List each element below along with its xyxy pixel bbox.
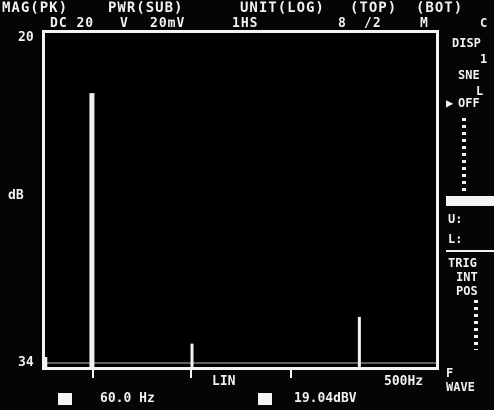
- marker-level: 19.04dBV: [294, 391, 357, 406]
- trig-scale-column: [474, 300, 478, 350]
- spectrum-plot: [42, 30, 439, 370]
- header-unit: UNIT(LOG): [240, 0, 325, 16]
- softkey-item1: 1: [480, 52, 488, 66]
- header-v: V: [120, 16, 129, 31]
- header-8: 8: [338, 16, 347, 31]
- header-hs: 1HS: [232, 16, 259, 31]
- softkey-off[interactable]: OFF: [458, 96, 480, 110]
- marker-frequency: 60.0 Hz: [100, 391, 155, 406]
- softkey-wave[interactable]: WAVE: [446, 380, 475, 394]
- lower-limit-label: L:: [448, 232, 463, 246]
- header-top: (TOP): [350, 0, 398, 16]
- softkey-f[interactable]: F: [446, 366, 454, 380]
- divider: [446, 250, 494, 252]
- scale-column: [462, 118, 466, 194]
- y-bottom-label: 34: [18, 355, 34, 370]
- spectrum-peak: [45, 356, 48, 367]
- x-tick: [190, 370, 192, 378]
- marker-freq-icon: [58, 393, 72, 405]
- x-mode-label: LIN: [212, 374, 236, 389]
- softkey-selected-arrow-icon: ▶: [446, 96, 454, 110]
- marker-level-icon: [258, 393, 272, 405]
- softkey-disp[interactable]: DISP: [452, 36, 481, 50]
- y-top-label: 20: [18, 30, 34, 45]
- softkey-trig[interactable]: TRIG: [448, 256, 477, 270]
- x-tick: [290, 370, 292, 378]
- header-div: /2: [364, 16, 382, 31]
- header-dc: DC 20: [50, 16, 95, 31]
- right-top-char: C: [480, 16, 488, 30]
- header-bot: (BOT): [416, 0, 464, 16]
- spectrum-peak: [190, 343, 194, 367]
- softkey-sne[interactable]: SNE: [458, 68, 480, 82]
- softkey-l: L: [476, 84, 484, 98]
- header-m: M: [420, 16, 429, 31]
- header-range: 20mV: [150, 16, 186, 31]
- header-mag: MAG(PK): [2, 0, 69, 16]
- spectrum-peak: [89, 93, 95, 367]
- upper-limit-label: U:: [448, 212, 463, 226]
- spectrum-peak: [357, 316, 361, 367]
- softkey-highlight-bar[interactable]: [446, 196, 494, 206]
- x-end-label: 500Hz: [384, 374, 424, 389]
- y-axis-label: dB: [8, 188, 24, 203]
- header-pwr: PWR(SUB): [108, 0, 184, 16]
- trig-source: INT: [456, 270, 478, 284]
- trig-pos: POS: [456, 284, 478, 298]
- spectrum-svg: [45, 93, 436, 367]
- x-tick: [92, 370, 94, 378]
